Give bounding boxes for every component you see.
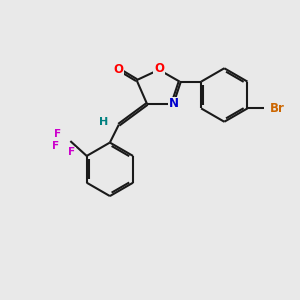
Text: O: O [154, 62, 164, 75]
Text: F: F [68, 147, 75, 158]
Text: H: H [99, 117, 109, 127]
Text: Br: Br [270, 102, 285, 115]
Text: F: F [52, 140, 59, 151]
Text: N: N [169, 98, 179, 110]
Text: O: O [114, 63, 124, 76]
Text: F: F [54, 129, 61, 139]
